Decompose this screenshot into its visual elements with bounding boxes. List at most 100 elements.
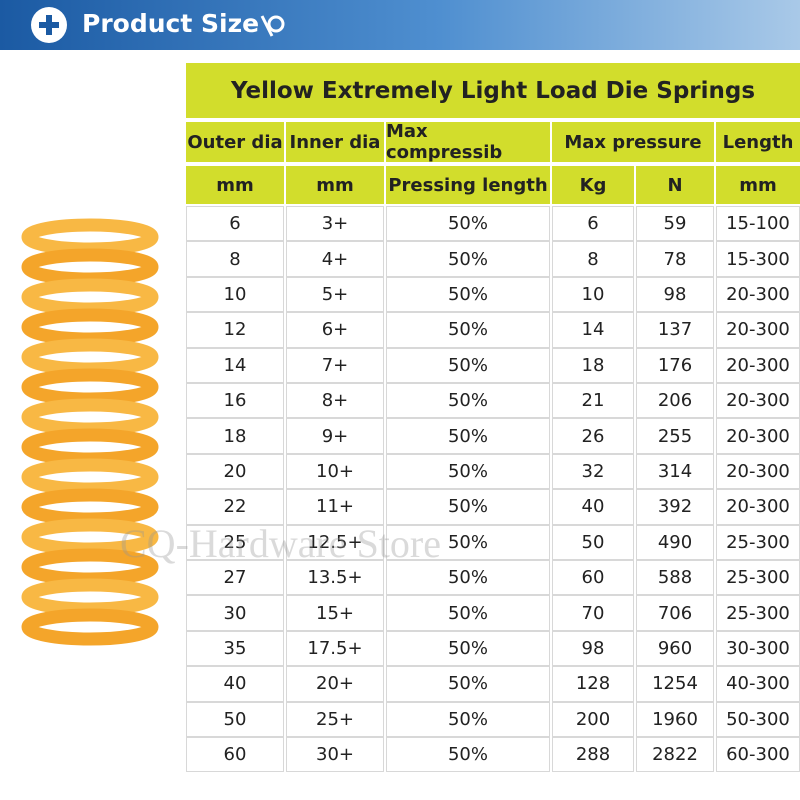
table-cell: 1960: [636, 701, 714, 737]
table-cell: 392: [636, 489, 714, 525]
table-cell: 60-300: [716, 737, 800, 773]
table-cell: 50%: [386, 737, 550, 773]
table-cell: 50%: [386, 418, 550, 454]
table-cell: 50%: [386, 347, 550, 383]
spring-coil: [21, 278, 159, 316]
table-cell: 14: [186, 347, 284, 383]
spring-coil: [21, 428, 159, 466]
table-cell: 20-300: [716, 453, 800, 490]
table-cell: 13.5+: [286, 560, 384, 596]
table-cell: 20-300: [716, 347, 800, 383]
table-cell: 20-300: [716, 312, 800, 348]
table-cell: 16: [186, 383, 284, 419]
table-cell: 50%: [386, 453, 550, 490]
table-cell: Pressing length: [386, 166, 550, 204]
spring-coil: [21, 398, 159, 436]
table-cell: 255: [636, 418, 714, 454]
table-cell: 50%: [386, 701, 550, 737]
table-cell: 26: [552, 418, 634, 454]
table-cell: 14: [552, 312, 634, 348]
spring-coil: [21, 578, 159, 616]
table-cell: 15-300: [716, 241, 800, 277]
table-cell: 8+: [286, 383, 384, 419]
table-cell: 20-300: [716, 418, 800, 454]
table-cell: 1254: [636, 666, 714, 702]
table-cell: 20+: [286, 666, 384, 702]
spring-coil: [21, 548, 159, 586]
table-cell: 32: [552, 453, 634, 490]
table-cell: 60: [186, 737, 284, 773]
table-cell: 128: [552, 666, 634, 702]
table-cell: N: [636, 166, 714, 204]
banner: Product Size: [0, 0, 800, 50]
table-cell: 20: [186, 453, 284, 490]
table-cell: 27: [186, 560, 284, 596]
table-cell: 21: [552, 383, 634, 419]
table-cell: 98: [552, 630, 634, 667]
table-cell: 137: [636, 312, 714, 348]
table-cell: 50-300: [716, 701, 800, 737]
table-cell: 50%: [386, 383, 550, 419]
table-cell: 30: [186, 595, 284, 631]
table-cell: 15-100: [716, 206, 800, 242]
table-cell: 50%: [386, 312, 550, 348]
table-cell: 25-300: [716, 560, 800, 596]
table-cell: 30-300: [716, 630, 800, 667]
table-cell: 206: [636, 383, 714, 419]
table-cell: Yellow Extremely Light Load Die Springs: [186, 63, 800, 118]
table-cell: mm: [186, 166, 284, 204]
table-cell: 70: [552, 595, 634, 631]
table-cell: 78: [636, 241, 714, 277]
table-cell: 40-300: [716, 666, 800, 702]
table-cell: 288: [552, 737, 634, 773]
table-cell: 50%: [386, 276, 550, 313]
table-cell: 17.5+: [286, 630, 384, 667]
table-cell: 50%: [386, 489, 550, 525]
table-cell: Length: [716, 122, 800, 162]
table-cell: 5+: [286, 276, 384, 313]
spring-coil: [21, 338, 159, 376]
table-cell: 9+: [286, 418, 384, 454]
table-cell: 20-300: [716, 489, 800, 525]
table-cell: 15+: [286, 595, 384, 631]
table-cell: 12.5+: [286, 524, 384, 560]
table-cell: 50%: [386, 560, 550, 596]
table-cell: 25: [186, 524, 284, 560]
table-cell: 960: [636, 630, 714, 667]
table-cell: 40: [552, 489, 634, 525]
table-cell: 25-300: [716, 595, 800, 631]
table-cell: Inner dia: [286, 122, 384, 162]
spring-coil: [21, 488, 159, 526]
spring-coil: [21, 368, 159, 406]
table-cell: 200: [552, 701, 634, 737]
spring-coil: [21, 458, 159, 496]
table-cell: Max pressure: [552, 122, 714, 162]
table-cell: 6: [552, 206, 634, 242]
table-cell: 7+: [286, 347, 384, 383]
table-cell: 588: [636, 560, 714, 596]
table-cell: 12: [186, 312, 284, 348]
table-cell: 8: [552, 241, 634, 277]
table-cell: 4+: [286, 241, 384, 277]
table-cell: 490: [636, 524, 714, 560]
table-cell: 60: [552, 560, 634, 596]
table-cell: 25+: [286, 701, 384, 737]
table-cell: Outer dia: [186, 122, 284, 162]
spring-coil: [21, 218, 159, 256]
table-cell: 50%: [386, 630, 550, 667]
spring-image: [21, 218, 159, 646]
table-cell: 50%: [386, 524, 550, 560]
table-cell: 6: [186, 206, 284, 242]
table-cell: Max compressib: [386, 121, 550, 163]
table-cell: 50: [186, 701, 284, 737]
table-cell: 98: [636, 276, 714, 313]
table-cell: 10: [552, 276, 634, 313]
table-cell: 3+: [286, 206, 384, 242]
spring-coil: [21, 608, 159, 646]
tools-icon: [260, 15, 285, 37]
table-cell: 50%: [386, 666, 550, 702]
table-cell: 59: [636, 206, 714, 242]
table-cell: 20-300: [716, 383, 800, 419]
spring-coil: [21, 308, 159, 346]
